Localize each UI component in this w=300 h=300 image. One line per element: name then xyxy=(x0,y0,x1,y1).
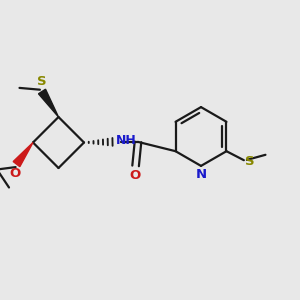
Text: NH: NH xyxy=(116,134,137,148)
Text: N: N xyxy=(195,168,207,181)
Text: O: O xyxy=(10,167,21,180)
Polygon shape xyxy=(13,142,33,167)
Text: O: O xyxy=(129,169,141,182)
Text: S: S xyxy=(245,155,255,168)
Text: S: S xyxy=(37,75,47,88)
Polygon shape xyxy=(38,89,58,117)
